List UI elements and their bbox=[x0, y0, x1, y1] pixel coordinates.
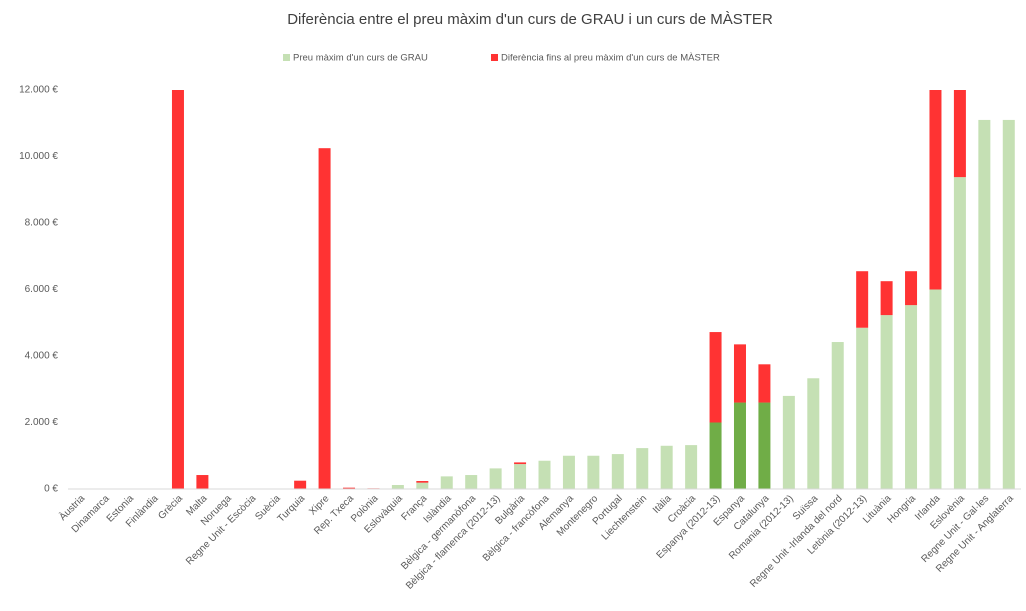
bar-segment bbox=[611, 454, 624, 489]
bar-segment bbox=[953, 177, 966, 490]
x-tick-label: Grècia bbox=[156, 493, 185, 522]
y-tick-label: 12.000 € bbox=[19, 85, 58, 96]
bar-segment bbox=[856, 327, 869, 489]
bar-segment bbox=[929, 90, 942, 290]
y-tick-label: 0 € bbox=[44, 484, 58, 495]
bar-segment bbox=[880, 315, 893, 489]
bar-segment bbox=[758, 402, 771, 489]
bar-segment bbox=[953, 90, 966, 178]
bar-segment bbox=[880, 281, 893, 316]
bar-segment bbox=[196, 475, 209, 489]
bar-segment bbox=[782, 395, 795, 489]
chart-title: Diferència entre el preu màxim d'un curs… bbox=[287, 11, 773, 28]
y-tick-label: 4.000 € bbox=[25, 351, 59, 362]
y-tick-label: 6.000 € bbox=[25, 284, 59, 295]
legend-label: Diferència fins al preu màxim d'un curs … bbox=[501, 53, 720, 64]
bar-segment bbox=[685, 445, 698, 489]
bar-segment bbox=[171, 90, 184, 489]
bar-segment bbox=[538, 460, 551, 489]
bar-segment bbox=[733, 402, 746, 489]
bar-segment bbox=[856, 271, 869, 328]
bar-segment bbox=[416, 482, 429, 489]
bar-segment bbox=[733, 344, 746, 403]
bar-segment bbox=[465, 475, 478, 489]
bar-segment bbox=[929, 289, 942, 489]
bar-segment bbox=[831, 342, 844, 489]
bar-segment bbox=[636, 448, 649, 489]
bar-segment bbox=[416, 481, 429, 483]
bar-segment bbox=[318, 148, 331, 489]
bar-segment bbox=[709, 332, 722, 423]
y-tick-label: 2.000 € bbox=[25, 417, 59, 428]
x-tick-label: Turquia bbox=[276, 493, 308, 525]
bar-segment bbox=[489, 468, 502, 489]
bar-segment bbox=[758, 364, 771, 403]
bar-segment bbox=[709, 422, 722, 489]
y-tick-label: 10.000 € bbox=[19, 151, 58, 162]
bar-segment bbox=[807, 378, 820, 489]
bar-segment bbox=[905, 305, 918, 489]
bar-segment bbox=[343, 487, 356, 489]
bar-segment bbox=[440, 476, 453, 489]
bar-segment bbox=[587, 455, 600, 489]
bar-segment bbox=[294, 480, 307, 489]
y-tick-label: 8.000 € bbox=[25, 218, 59, 229]
legend-label: Preu màxim d'un curs de GRAU bbox=[293, 53, 428, 64]
bar-segment bbox=[514, 462, 527, 465]
legend-swatch bbox=[491, 54, 498, 61]
legend-swatch bbox=[283, 54, 290, 61]
bar-segment bbox=[1002, 119, 1015, 490]
bar-segment bbox=[514, 464, 527, 489]
bar-segment bbox=[978, 119, 991, 490]
bar-segment bbox=[905, 271, 918, 306]
bar-segment bbox=[391, 485, 404, 489]
bar-segment bbox=[660, 445, 673, 489]
bar-segment bbox=[562, 455, 575, 489]
